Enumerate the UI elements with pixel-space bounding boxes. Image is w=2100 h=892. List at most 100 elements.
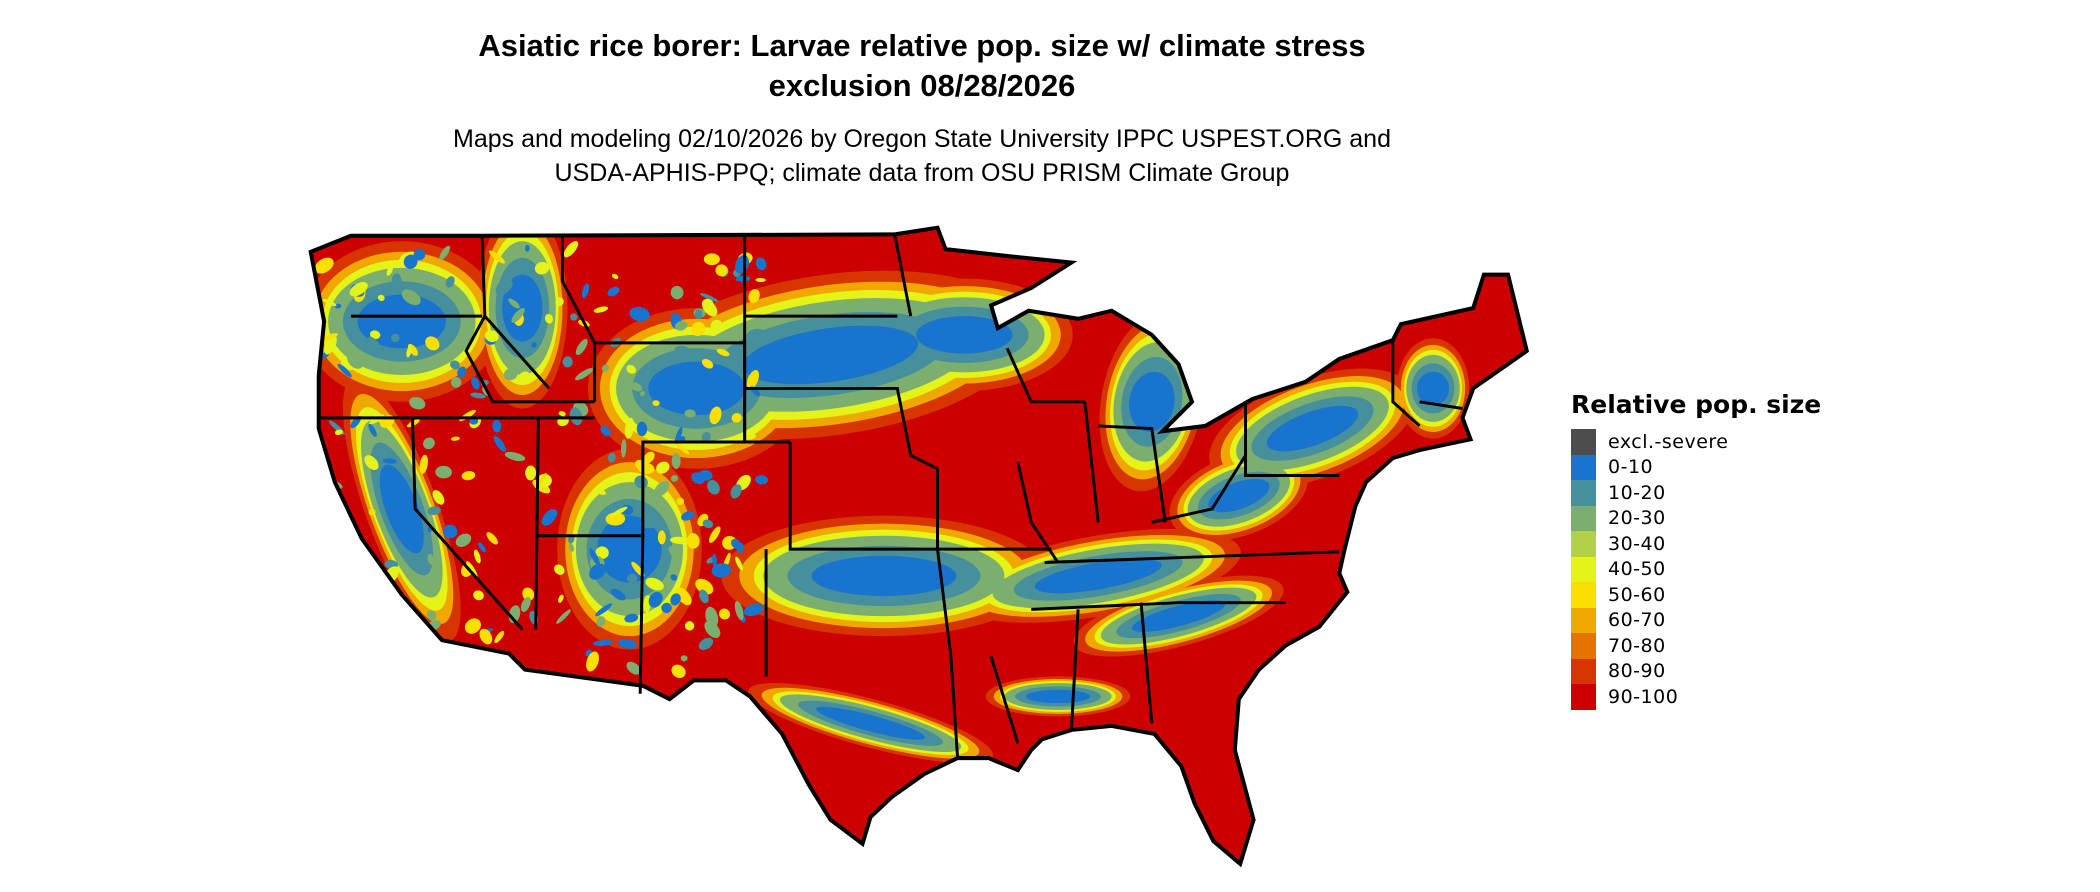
raster-patch [916, 316, 1013, 354]
state-boundary [788, 441, 938, 551]
legend-swatch [1571, 480, 1596, 506]
raster-patch [352, 638, 363, 652]
raster-patch [607, 286, 620, 297]
raster-patch [654, 480, 670, 497]
raster-patch [711, 563, 731, 578]
legend-title: Relative pop. size [1571, 390, 1822, 419]
raster-patch [575, 338, 588, 356]
raster-patch [661, 602, 672, 614]
raster-patch [581, 283, 590, 299]
raster-patch [601, 364, 610, 372]
raster-patch [413, 248, 426, 261]
raster-patch [450, 360, 461, 370]
raster-patch [712, 553, 717, 568]
state-boundary [1016, 461, 1060, 564]
raster-patch [385, 640, 392, 649]
raster-patch [643, 451, 655, 464]
raster-patch [336, 572, 353, 583]
state-boundary [936, 468, 960, 759]
raster-patch [390, 333, 400, 343]
raster-patch [670, 474, 679, 482]
raster-patch [349, 281, 368, 297]
raster-patch [558, 411, 566, 417]
legend-item: 40-50 [1571, 556, 1821, 582]
legend-label: 80-90 [1608, 660, 1666, 683]
raster-patch [684, 621, 695, 631]
raster-patch [671, 664, 686, 678]
raster-patch [688, 395, 697, 403]
raster-patch [589, 548, 600, 566]
raster-patch [518, 371, 531, 383]
legend-item: 10-20 [1571, 480, 1821, 506]
raster-patch [811, 555, 957, 596]
raster-patch [563, 240, 579, 258]
raster-patch [421, 651, 433, 668]
raster-patch [640, 390, 645, 397]
raster-patch [617, 638, 637, 649]
map-title-line2: exclusion 08/28/2026 [768, 68, 1076, 103]
legend-item: excl.-severe [1571, 429, 1821, 455]
raster-patch [610, 588, 626, 601]
raster-patch [816, 706, 925, 740]
state-boundary [561, 235, 596, 344]
raster-patch [401, 289, 421, 306]
raster-patch [457, 366, 467, 378]
raster-patch [755, 475, 769, 485]
legend-label: 90-100 [1608, 685, 1679, 708]
raster-patch [698, 637, 714, 651]
raster-patch [556, 609, 571, 624]
raster-patch [593, 487, 606, 495]
raster-patch [607, 452, 616, 463]
raster-patch [656, 461, 670, 474]
state-boundary [483, 315, 551, 390]
legend-label: 70-80 [1608, 634, 1666, 657]
raster-patch [322, 299, 337, 307]
raster-patch [477, 542, 486, 553]
raster-patch [708, 526, 721, 543]
raster-patch [640, 518, 659, 529]
raster-patch [471, 376, 480, 390]
raster-patch [314, 257, 334, 274]
raster-patch [368, 336, 381, 349]
state-boundary [1069, 609, 1080, 731]
raster-patch [702, 300, 718, 317]
raster-patch [645, 577, 664, 591]
state-boundaries [318, 234, 1463, 759]
legend-label: 0-10 [1608, 456, 1654, 479]
raster-patch [657, 530, 666, 545]
raster-patch [621, 439, 627, 458]
raster-patch [1131, 600, 1226, 632]
raster-patch [1034, 558, 1162, 594]
legend-swatch [1571, 429, 1596, 455]
raster-patch [525, 244, 530, 252]
raster-patch [709, 406, 722, 425]
raster-patch [1266, 405, 1359, 452]
raster-patch [383, 458, 397, 464]
raster-patch [636, 421, 648, 437]
raster-patch [347, 351, 364, 369]
raster-patch [1208, 478, 1270, 513]
raster-patch [575, 368, 594, 381]
raster-patch [427, 553, 435, 566]
state-boundary [1151, 454, 1247, 524]
raster-patch [493, 435, 506, 452]
legend-swatch [1571, 658, 1596, 684]
state-boundary [1005, 347, 1085, 404]
raster-patch [435, 465, 453, 479]
raster-patch [1025, 689, 1091, 704]
raster-patch [489, 250, 505, 264]
state-boundary [534, 417, 540, 630]
raster-patch [745, 328, 766, 341]
raster-patch [1129, 371, 1175, 432]
legend-label: 10-20 [1608, 481, 1666, 504]
raster-patch [731, 538, 742, 550]
raster-patch [735, 275, 751, 282]
raster-patch [464, 618, 481, 634]
raster-patch [445, 276, 455, 288]
raster-patch [364, 455, 379, 470]
raster-patch [461, 471, 476, 481]
legend-item: 20-30 [1571, 505, 1821, 531]
raster-patch [743, 603, 764, 617]
raster-patch [508, 298, 520, 309]
